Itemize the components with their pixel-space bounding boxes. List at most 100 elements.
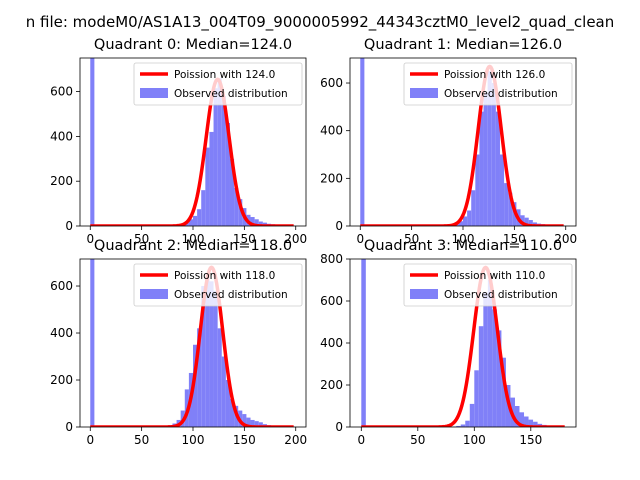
histogram-bar (499, 154, 505, 226)
legend-box (403, 62, 573, 106)
histogram-bar (460, 424, 466, 427)
x-tick-label: 0 (356, 232, 364, 246)
legend-box (133, 62, 303, 106)
histogram-bar (501, 357, 506, 427)
y-tick-label: 600 (320, 76, 343, 90)
histogram-bar (478, 326, 484, 427)
quadrant-1-panel: 0 50 100 150 200 0 200 400 600 Quadrant 1: Median… (320, 37, 577, 246)
histogram-bar (475, 154, 480, 226)
histogram-bar (209, 281, 214, 427)
histogram-bar (217, 328, 222, 427)
y-tick-label: 600 (50, 279, 73, 293)
histogram-bar (492, 309, 497, 427)
histogram-bar (221, 356, 226, 427)
y-tick-label: 200 (320, 378, 343, 392)
histogram-bar (258, 221, 263, 226)
quadrant-3-panel: 0 50 100 150 0 200 400 600 800 Quadrant 3: Median… (320, 238, 577, 447)
quadrant-0-panel: 0 50 100 150 200 0 200 400 600 Quadrant 0: Median… (50, 37, 307, 246)
quadrant-1-legend: Poission with 126.0 Observed distribution (403, 62, 573, 106)
quadrant-0-title: Quadrant 0: Median=124.0 (94, 37, 292, 53)
y-tick-label: 200 (50, 373, 73, 387)
histogram-bar (504, 183, 509, 226)
legend-hist-swatch (410, 88, 438, 98)
histogram-bar (474, 370, 479, 427)
x-tick-label: 150 (503, 232, 526, 246)
legend-observed-label: Observed distribution (444, 289, 558, 301)
quadrant-2-title: Quadrant 2: Median=118.0 (94, 238, 292, 254)
histogram-bar (508, 192, 513, 226)
histogram-bar (496, 330, 502, 427)
histogram-bar (193, 344, 198, 427)
histogram-bar (250, 217, 255, 226)
histogram-bar (360, 58, 365, 226)
histogram-bar (533, 421, 538, 427)
histogram-bar (524, 217, 529, 226)
histogram-bar (90, 259, 95, 427)
histogram-bar (209, 131, 214, 226)
histogram-bar (487, 280, 493, 427)
histogram-bar (197, 328, 202, 427)
histogram-bar (491, 83, 496, 226)
histogram-bar (246, 417, 251, 427)
legend-observed-label: Observed distribution (174, 88, 288, 100)
histogram-bar (487, 71, 492, 226)
quadrant-2-legend: Poission with 118.0 Observed distribution (133, 263, 303, 307)
y-tick-label: 0 (65, 219, 73, 233)
histogram-bar (238, 199, 243, 226)
legend-observed-label: Observed distribution (174, 289, 288, 301)
legend-fit-label: Poission with 118.0 (174, 270, 275, 282)
y-tick-label: 400 (320, 336, 343, 350)
histogram-bar (467, 210, 472, 226)
histogram-bar (225, 122, 230, 226)
histogram-bar (524, 416, 529, 427)
y-tick-label: 0 (335, 420, 343, 434)
legend-box (133, 263, 303, 307)
x-tick-label: 50 (134, 433, 149, 447)
legend-observed-label: Observed distribution (444, 88, 558, 100)
legend-hist-swatch (140, 289, 168, 299)
histogram-bar (456, 425, 461, 427)
y-tick-label: 0 (335, 219, 343, 233)
histogram-bar (197, 209, 202, 226)
histogram-bar (229, 398, 235, 427)
histogram-bar (479, 111, 484, 226)
y-tick-label: 200 (320, 171, 343, 185)
histogram-bar (201, 190, 206, 226)
y-tick-label: 600 (320, 294, 343, 308)
histogram-bar (225, 380, 230, 427)
histogram-bar (483, 92, 488, 226)
x-tick-label: 100 (182, 433, 205, 447)
histogram-bar (463, 216, 468, 226)
histogram-bar (519, 412, 525, 427)
x-tick-label: 0 (86, 433, 94, 447)
histogram-bar (254, 421, 259, 427)
y-tick-label: 0 (65, 420, 73, 434)
legend-hist-swatch (140, 88, 168, 98)
x-tick-label: 50 (404, 232, 419, 246)
histogram-bar (458, 221, 463, 226)
histogram-bar (528, 419, 534, 427)
y-tick-label: 600 (50, 85, 73, 99)
histogram-bar (471, 190, 476, 226)
legend-box (403, 263, 573, 307)
x-tick-label: 200 (284, 433, 307, 447)
histogram-bar (242, 414, 247, 427)
y-tick-label: 200 (50, 174, 73, 188)
legend-fit-label: Poission with 126.0 (444, 69, 545, 81)
histogram-bar (205, 276, 210, 427)
histogram-bar (213, 88, 218, 226)
y-tick-label: 400 (320, 124, 343, 138)
x-tick-label: 0 (86, 232, 94, 246)
y-tick-label: 400 (50, 326, 73, 340)
histogram-bar (528, 220, 533, 226)
histogram-bar (258, 422, 263, 427)
histogram-bar (514, 406, 520, 427)
histogram-bar (495, 111, 500, 226)
histogram-bar (193, 215, 198, 226)
histogram-bar (217, 78, 222, 226)
y-tick-label: 800 (320, 252, 343, 266)
x-tick-label: 200 (284, 232, 307, 246)
legend-hist-swatch (410, 289, 438, 299)
x-tick-label: 100 (452, 232, 475, 246)
